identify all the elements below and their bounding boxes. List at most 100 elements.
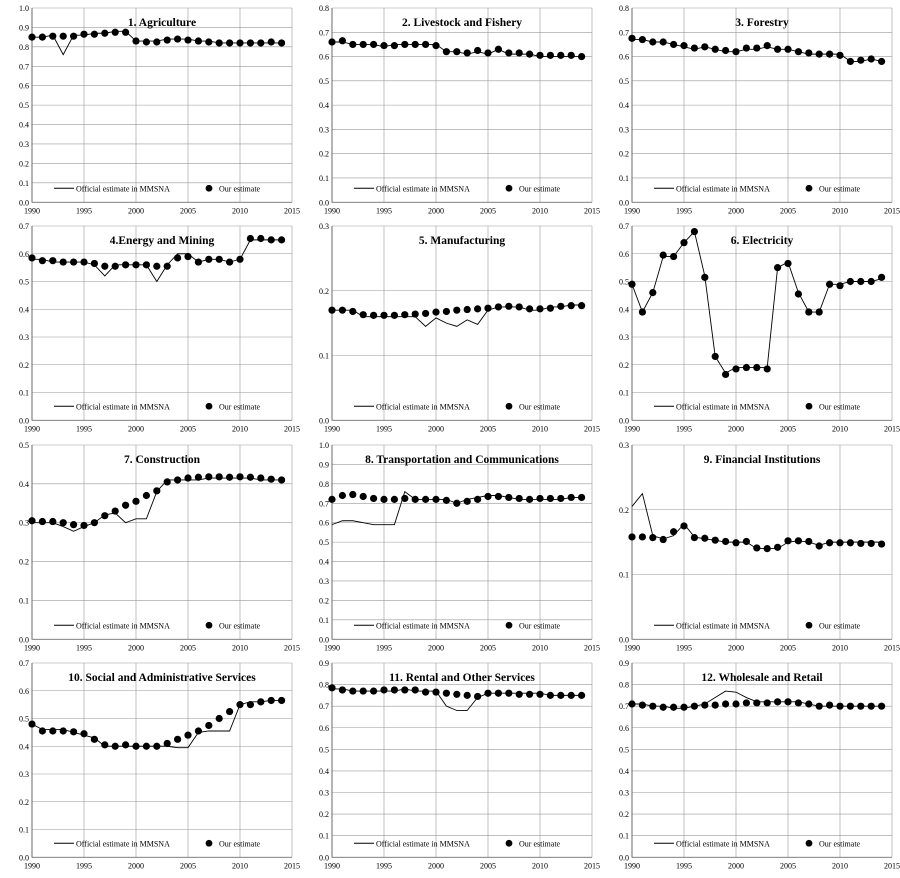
data-point-our-estimate: [453, 48, 461, 56]
data-point-our-estimate: [142, 261, 150, 269]
x-tick-label: 1995: [676, 425, 692, 434]
data-point-our-estimate: [267, 38, 275, 46]
x-tick-label: 1995: [676, 206, 692, 215]
axes: [631, 8, 892, 203]
data-point-our-estimate: [226, 258, 234, 266]
x-tick-label: 2015: [584, 425, 600, 434]
chart-title: 7. Construction: [124, 454, 201, 466]
chart-panel-5: 0.0 0.1 0.2 0.3 1990 1995 2000 2005 2010 2015 5. M…: [300, 218, 600, 436]
data-point-our-estimate: [659, 38, 667, 46]
data-point-our-estimate: [867, 55, 875, 63]
y-tick-label: 1.0: [19, 4, 29, 13]
legend-label-our-estimate: Our estimate: [219, 184, 261, 193]
x-tick-label: 1995: [676, 643, 692, 652]
data-point-our-estimate: [701, 273, 709, 282]
data-point-our-estimate: [794, 290, 802, 298]
x-tick-label: 1990: [24, 206, 40, 215]
data-point-our-estimate: [205, 472, 213, 480]
legend-label-official: Official estimate in MMSNA: [376, 184, 470, 193]
chart-svg: 0.0 0.1 0.2 0.3 0.4 0.5 0.6 0.7 0.8 1990 1995 2000 2…: [619, 4, 900, 215]
chart-svg: 0.0 0.1 0.2 0.3 0.4 0.5 0.6 0.7 0.8 1990 1995 2000 2…: [319, 4, 600, 215]
x-tick-label: 2000: [428, 425, 444, 434]
data-point-our-estimate: [184, 473, 192, 482]
data-point-our-estimate: [578, 302, 586, 310]
y-tick-label: 0.2: [319, 810, 329, 819]
data-point-our-estimate: [194, 258, 202, 266]
chart-title: 4.Energy and Mining: [110, 235, 215, 247]
data-point-our-estimate: [670, 703, 678, 711]
data-point-our-estimate: [59, 727, 67, 735]
data-point-our-estimate: [836, 51, 844, 59]
data-point-our-estimate: [711, 536, 719, 544]
data-point-our-estimate: [380, 495, 388, 503]
chart-svg: 0.0 0.1 0.2 0.3 1990 1995 2000 2005 2010 2015 5. M…: [319, 222, 600, 434]
y-tick-label: 0.2: [319, 150, 329, 159]
data-point-our-estimate: [142, 742, 150, 750]
series-line-official: [331, 490, 582, 525]
x-tick-label: 2005: [180, 861, 196, 870]
data-point-our-estimate: [163, 739, 171, 747]
x-tick-label: 2005: [780, 425, 796, 434]
y-tick-label: 0.6: [19, 250, 29, 259]
data-point-our-estimate: [359, 687, 367, 695]
data-point-our-estimate: [567, 691, 575, 699]
legend-marker-swatch: [505, 403, 513, 410]
data-point-our-estimate: [742, 364, 750, 372]
data-point-our-estimate: [463, 497, 471, 505]
y-tick-label: 0.6: [319, 724, 329, 733]
x-tick-label: 2000: [728, 206, 744, 215]
data-point-our-estimate: [28, 33, 36, 41]
data-point-our-estimate: [359, 40, 367, 49]
data-point-our-estimate: [359, 311, 367, 319]
y-tick-label: 0.6: [619, 724, 629, 733]
legend-marker-swatch: [805, 403, 813, 410]
x-tick-label: 2000: [428, 643, 444, 652]
y-tick-label: 0.8: [319, 4, 329, 13]
data-point-our-estimate: [453, 306, 461, 315]
data-point-our-estimate: [505, 49, 513, 57]
chart-title: 12. Wholesale and Retail: [701, 672, 822, 684]
data-point-our-estimate: [463, 49, 471, 57]
y-tick-label: 0.4: [319, 557, 329, 566]
data-point-our-estimate: [90, 260, 98, 268]
x-tick-label: 2005: [180, 206, 196, 215]
y-tick-label: 0.3: [19, 140, 29, 149]
data-point-our-estimate: [442, 308, 450, 316]
y-tick-label: 0.0: [619, 853, 629, 862]
data-point-our-estimate: [401, 311, 409, 319]
data-point-our-estimate: [38, 727, 47, 735]
data-point-our-estimate: [557, 302, 565, 311]
data-point-our-estimate: [338, 306, 346, 315]
x-tick-label: 1990: [24, 425, 40, 434]
data-point-our-estimate: [690, 702, 698, 710]
data-point-our-estimate: [690, 533, 698, 541]
legend-label-our-estimate: Our estimate: [819, 184, 861, 193]
data-point-our-estimate: [680, 239, 688, 247]
data-point-our-estimate: [826, 538, 834, 546]
data-point-our-estimate: [484, 689, 492, 697]
data-point-our-estimate: [453, 690, 461, 698]
data-point-our-estimate: [805, 308, 813, 316]
data-point-our-estimate: [122, 28, 130, 36]
legend-label-official: Official estimate in MMSNA: [76, 184, 170, 193]
y-tick-label: 0.1: [319, 352, 329, 361]
data-point-our-estimate: [184, 731, 192, 739]
data-point-our-estimate: [774, 698, 782, 706]
data-point-our-estimate: [236, 700, 244, 708]
y-tick-label: 0.0: [619, 417, 629, 426]
chart-svg: 0.0 0.1 0.2 0.3 0.4 0.5 1990 1995 2000 2005 2010 20…: [19, 441, 300, 652]
chart-panel-12: 0.0 0.1 0.2 0.3 0.4 0.5 0.6 0.7 0.8 0.9 1990 1995 20…: [600, 655, 900, 873]
data-point-our-estimate: [90, 30, 98, 38]
data-point-our-estimate: [267, 236, 275, 244]
data-point-our-estimate: [142, 38, 150, 46]
data-point-our-estimate: [826, 50, 834, 58]
y-tick-label: 0.3: [319, 576, 329, 585]
y-tick-label: 0.4: [19, 479, 29, 488]
data-point-our-estimate: [49, 32, 57, 40]
data-point-our-estimate: [494, 492, 502, 500]
data-point-our-estimate: [49, 727, 57, 735]
y-tick-label: 0.4: [619, 306, 629, 315]
y-tick-label: 0.2: [619, 810, 629, 819]
data-point-our-estimate: [474, 305, 482, 313]
y-tick-label: 0.8: [319, 479, 329, 488]
